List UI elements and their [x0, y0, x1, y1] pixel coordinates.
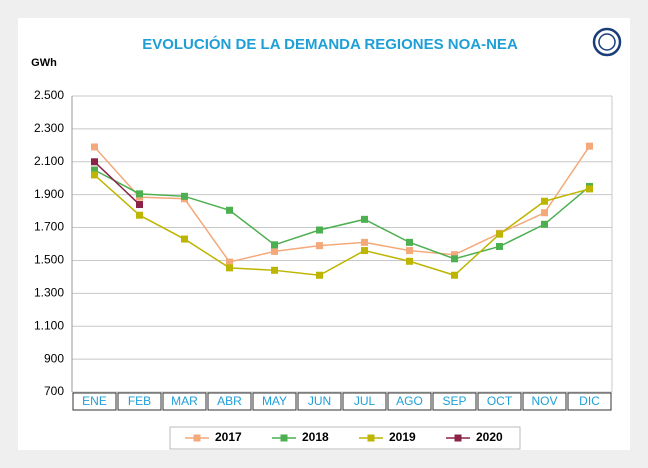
category-box	[567, 392, 612, 411]
data-point	[136, 190, 143, 198]
data-point	[406, 257, 413, 265]
x-tick-label: SEP	[442, 394, 466, 408]
data-point	[316, 271, 323, 279]
panel	[18, 18, 630, 450]
legend-label: 2019	[389, 430, 416, 444]
y-tick-label: 1.700	[34, 220, 64, 234]
data-point	[541, 197, 548, 205]
data-point	[271, 241, 278, 249]
data-point	[496, 230, 503, 238]
category-box	[162, 392, 207, 411]
category-box	[522, 392, 567, 411]
data-point	[181, 192, 188, 200]
x-tick-label: JUN	[308, 394, 331, 408]
series-line	[93, 161, 141, 206]
x-tick-label: AGO	[396, 394, 423, 408]
x-tick-label: OCT	[487, 394, 513, 408]
x-tick-label: ENE	[82, 394, 107, 408]
x-tick-label: MAR	[171, 394, 198, 408]
data-point	[361, 238, 368, 246]
category-box	[207, 392, 252, 411]
data-point	[406, 238, 413, 246]
x-tick-label: FEB	[128, 394, 151, 408]
data-point	[226, 206, 233, 214]
data-point	[91, 171, 98, 179]
data-point	[451, 271, 458, 279]
y-tick-label: 2.100	[34, 154, 64, 168]
data-point	[496, 242, 503, 250]
series-line	[93, 145, 591, 263]
legend-marker	[367, 434, 375, 442]
data-point	[136, 201, 143, 209]
category-box	[342, 392, 387, 411]
legend-label: 2020	[476, 430, 503, 444]
category-box	[252, 392, 297, 411]
data-point	[316, 226, 323, 234]
legend-label: 2018	[302, 430, 329, 444]
category-box	[477, 392, 522, 411]
legend-marker	[193, 434, 201, 442]
data-point	[586, 142, 593, 150]
category-box	[387, 392, 432, 411]
data-point	[361, 215, 368, 223]
y-tick-label: 700	[44, 384, 64, 398]
category-box	[297, 392, 342, 411]
data-point	[271, 247, 278, 255]
category-box	[117, 392, 162, 411]
y-tick-label: 1.300	[34, 286, 64, 300]
data-point	[226, 264, 233, 272]
data-point	[361, 247, 368, 255]
category-box	[72, 392, 117, 411]
category-box	[432, 392, 477, 411]
legend-marker	[280, 434, 288, 442]
logo	[592, 27, 622, 57]
y-tick-label: 1.500	[34, 253, 64, 267]
y-tick-label: 1.100	[34, 318, 64, 332]
data-point	[91, 166, 98, 174]
x-tick-label: JUL	[354, 394, 376, 408]
y-tick-label: 2.500	[34, 88, 64, 102]
y-tick-label: 1.900	[34, 187, 64, 201]
chart-title: EVOLUCIÓN DE LA DEMANDA REGIONES NOA-NEA	[142, 35, 518, 53]
x-tick-label: ABR	[217, 394, 242, 408]
data-point	[181, 235, 188, 243]
data-point	[91, 158, 98, 166]
data-point	[541, 220, 548, 228]
series-line	[93, 174, 590, 277]
data-point	[316, 242, 323, 250]
data-point	[586, 185, 593, 193]
x-tick-label: DIC	[579, 394, 600, 408]
data-point	[271, 266, 278, 274]
data-point	[406, 247, 413, 255]
legend	[169, 426, 521, 450]
legend-label: 2017	[215, 430, 242, 444]
x-tick-label: NOV	[531, 394, 557, 408]
y-tick-label: 2.300	[34, 121, 64, 135]
data-point	[91, 143, 98, 151]
legend-marker	[454, 434, 462, 442]
series-line	[94, 169, 590, 260]
y-tick-label: 900	[44, 351, 64, 365]
data-point	[451, 251, 458, 259]
data-point	[541, 209, 548, 217]
y-axis-label: GWh	[31, 57, 57, 69]
data-point	[136, 211, 143, 219]
x-tick-label: MAY	[262, 394, 287, 408]
data-point	[451, 255, 458, 263]
data-point	[226, 258, 233, 266]
